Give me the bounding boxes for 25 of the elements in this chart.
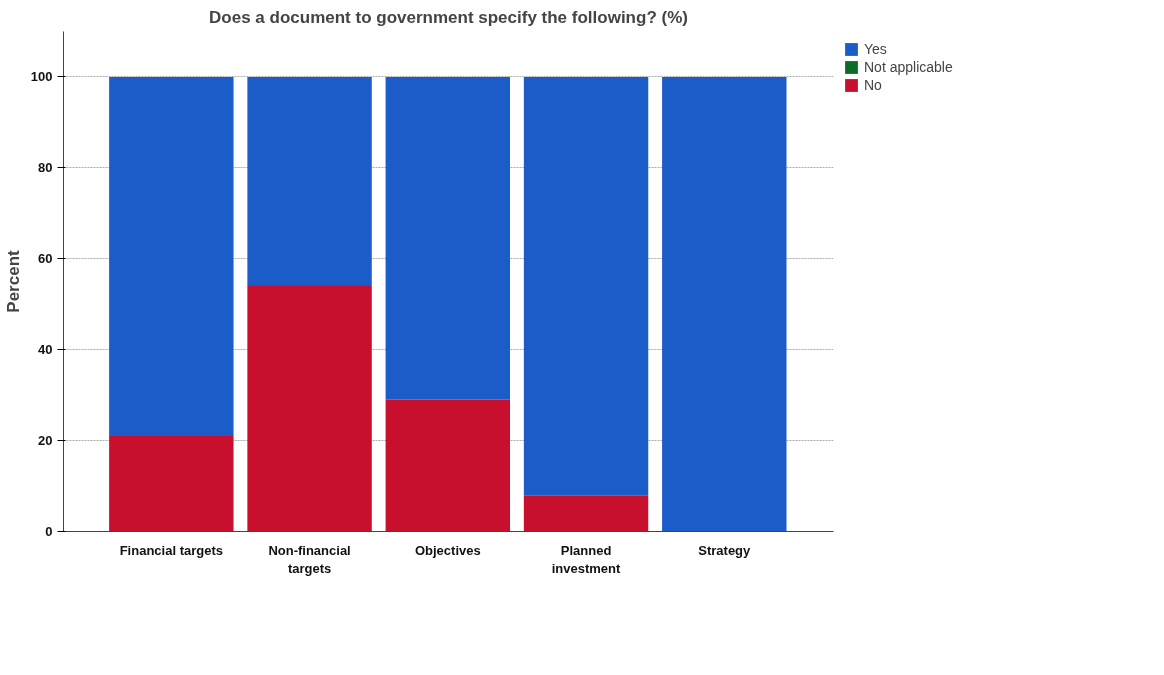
x-tick-label: Planned investment [551, 542, 622, 576]
bar [523, 76, 649, 496]
x-tick-label: Non-financial targets [268, 542, 351, 576]
y-tick-label: 40 [38, 342, 53, 358]
y-tick-label: 0 [45, 524, 53, 539]
y-tick-label: 20 [38, 433, 53, 449]
chart-title: Does a document to government specify the following? (%) [209, 7, 688, 27]
bar [109, 76, 234, 437]
x-tick-label: Objectives [414, 542, 481, 558]
bar [109, 436, 234, 532]
y-tick-label: 100 [30, 69, 53, 85]
y-tick-label: 80 [38, 160, 53, 176]
legend-label: No [864, 77, 883, 93]
x-tick-label: Financial targets [119, 542, 223, 558]
bar [385, 399, 511, 532]
x-tick-label: Strategy [698, 542, 752, 558]
bar [247, 286, 372, 532]
y-axis-title: Percent [3, 249, 23, 313]
y-tick-label: 60 [38, 251, 53, 267]
legend-label: Not applicable [864, 59, 953, 75]
bar [385, 76, 511, 400]
bar [523, 495, 649, 532]
bar [662, 76, 787, 532]
legend-label: Yes [864, 41, 887, 57]
bar [247, 76, 372, 287]
